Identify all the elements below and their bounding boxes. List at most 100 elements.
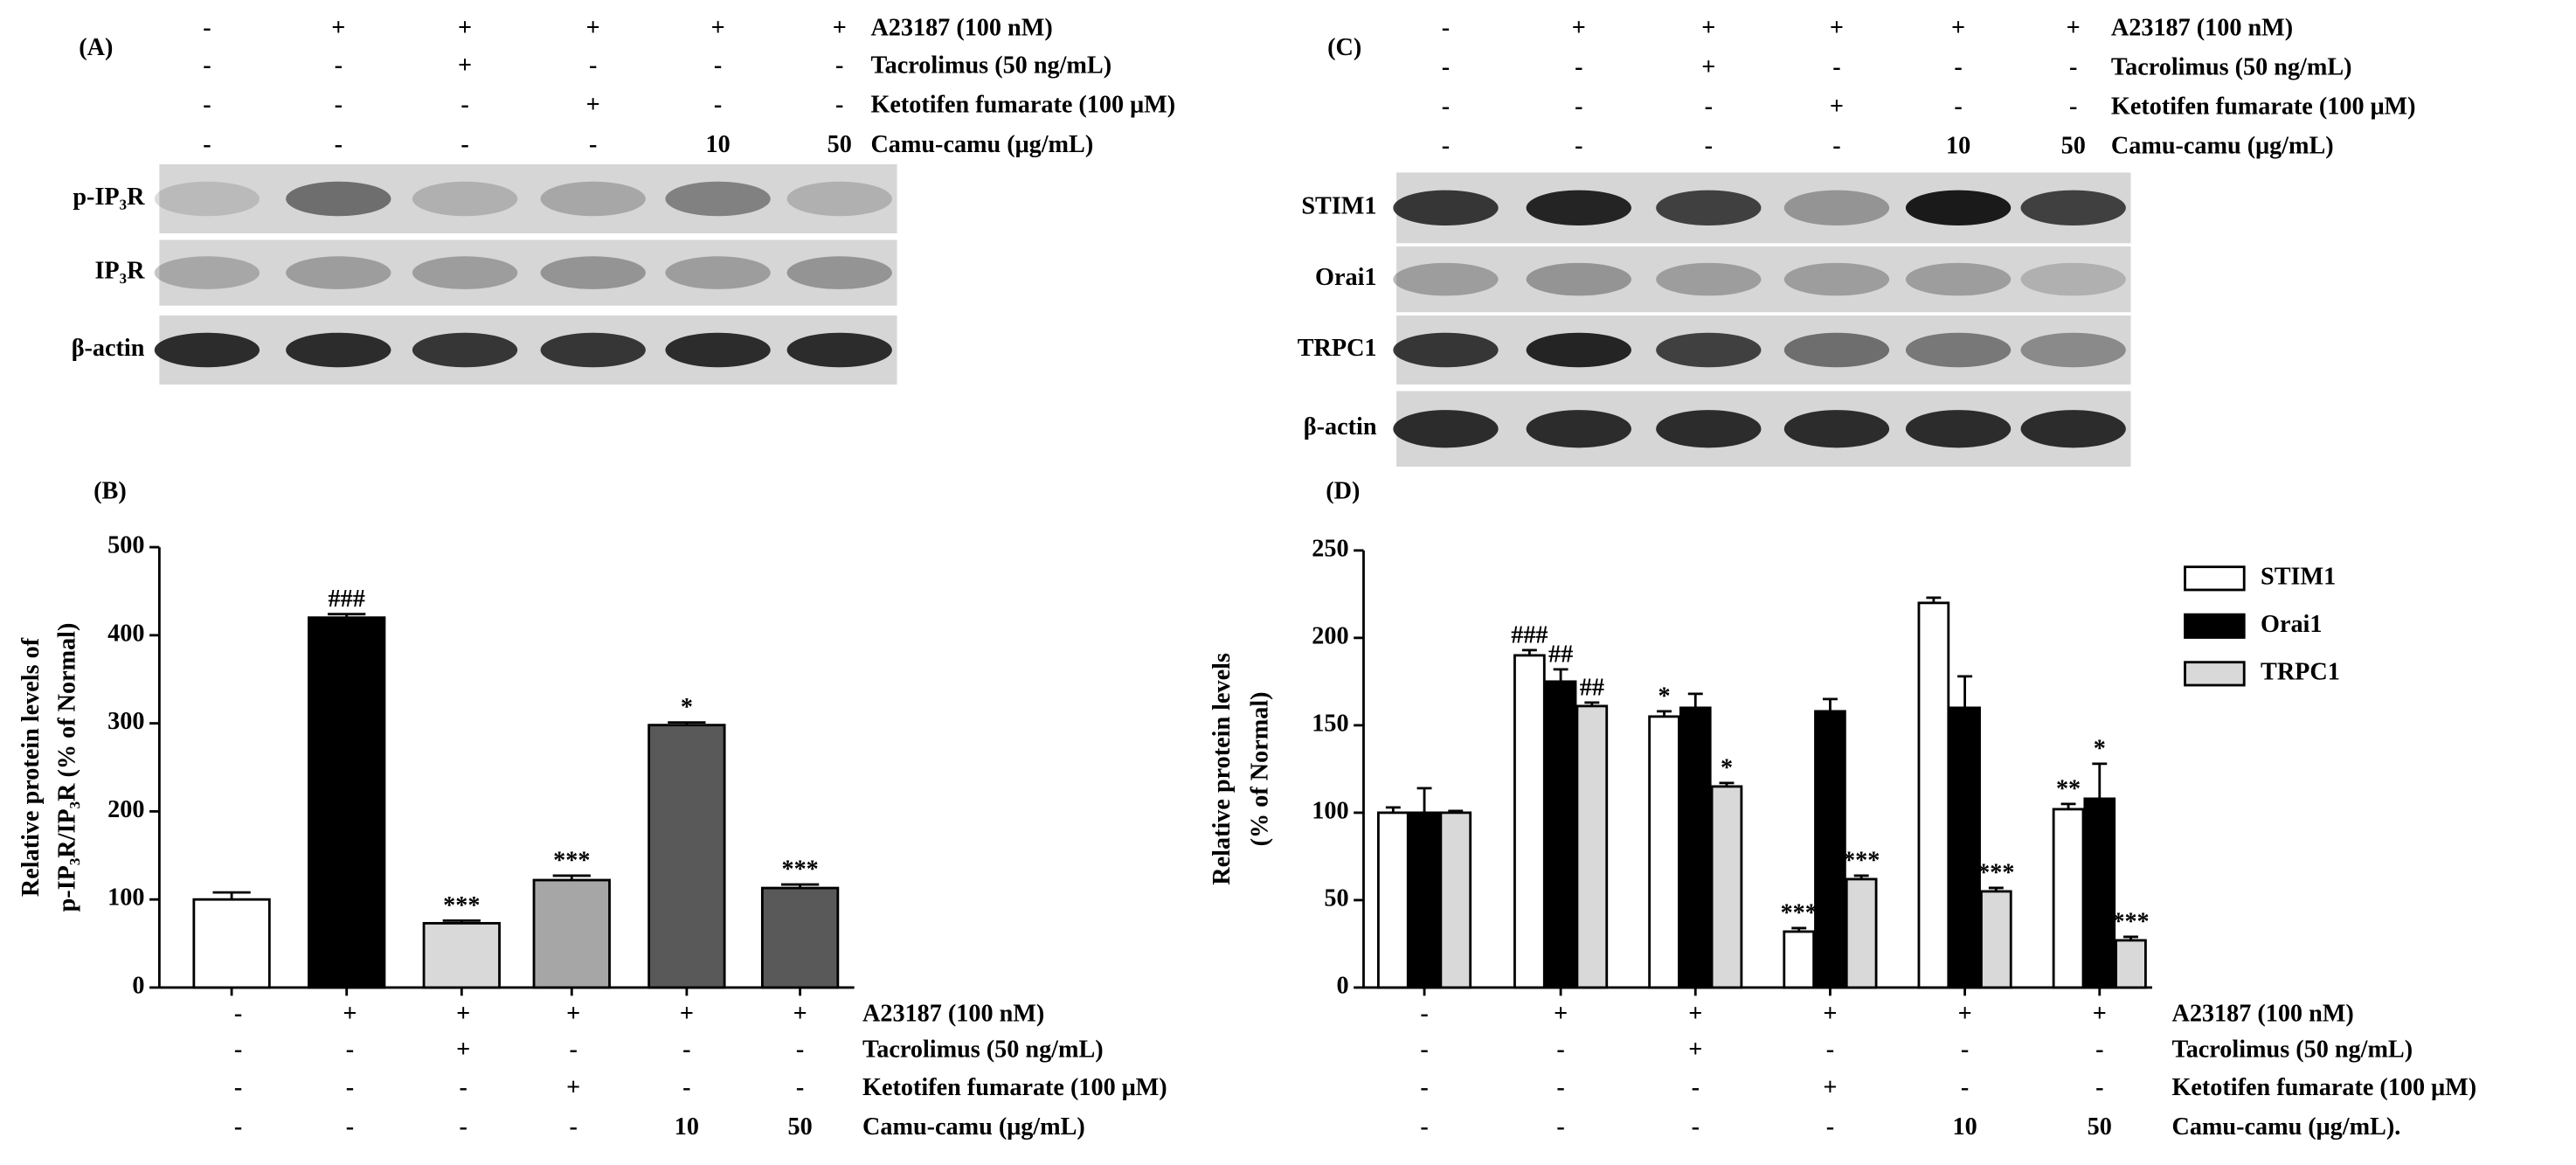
- blot-band: [412, 181, 518, 217]
- condition-value: -: [2095, 1037, 2103, 1064]
- blot-band: [412, 332, 518, 368]
- condition-value: +: [2067, 14, 2081, 41]
- condition-value: -: [796, 1037, 804, 1064]
- blot-strip: [1396, 172, 2131, 244]
- condition-value: -: [1442, 94, 1450, 121]
- significance-label: **: [2056, 775, 2081, 802]
- condition-value: +: [456, 1000, 470, 1027]
- blot-band: [1783, 332, 1890, 368]
- legend-label: Orai1: [2261, 611, 2322, 638]
- y-axis-label: (% of Normal): [1246, 691, 1273, 846]
- condition-value: -: [589, 52, 597, 80]
- blot-band: [1905, 332, 2012, 368]
- condition-value: -: [682, 1037, 690, 1064]
- y-tick-label: 400: [107, 620, 144, 647]
- condition-value: -: [1575, 94, 1582, 121]
- legend-label: STIM1: [2261, 563, 2336, 590]
- bar: [532, 878, 611, 989]
- condition-value: -: [714, 92, 722, 119]
- condition-value: +: [1554, 1000, 1568, 1027]
- condition-value: +: [1688, 1000, 1702, 1027]
- condition-value: -: [589, 131, 597, 158]
- condition-value: -: [1705, 133, 1713, 160]
- condition-value: -: [1832, 133, 1840, 160]
- condition-value: -: [335, 52, 343, 80]
- condition-value: 50: [2088, 1113, 2112, 1141]
- significance-label: ***: [1781, 899, 1818, 926]
- significance-label: ***: [1977, 859, 2014, 886]
- condition-value: +: [456, 1037, 470, 1064]
- band-label: β-actin: [1304, 413, 1377, 440]
- blot-band: [1393, 190, 1499, 226]
- blot-band: [412, 256, 518, 289]
- condition-value: -: [1420, 1113, 1428, 1141]
- condition-value: -: [1442, 53, 1450, 80]
- condition-name: Tacrolimus (50 ng/mL): [2111, 53, 2352, 80]
- condition-value: +: [833, 14, 847, 41]
- y-axis-label: Relative protein levels: [1208, 653, 1236, 885]
- condition-value: +: [1958, 1000, 1972, 1027]
- blot-strip: [159, 239, 897, 306]
- condition-value: +: [1830, 94, 1844, 121]
- condition-value: -: [569, 1037, 577, 1064]
- blot-band: [665, 181, 771, 217]
- condition-value: -: [459, 1113, 467, 1141]
- condition-value: +: [458, 52, 472, 80]
- condition-value: -: [459, 1074, 467, 1101]
- panel-label: (C): [1327, 34, 1361, 61]
- significance-label: ***: [781, 856, 818, 883]
- condition-name: Camu-camu (μg/mL): [870, 131, 1093, 158]
- bar: [1783, 930, 1816, 989]
- condition-value: -: [460, 131, 468, 158]
- condition-value: -: [835, 92, 843, 119]
- condition-value: -: [2069, 94, 2077, 121]
- blot-band: [1526, 332, 1631, 368]
- blot-band: [1656, 190, 1762, 226]
- bar: [1544, 680, 1577, 989]
- condition-value: 10: [675, 1113, 699, 1141]
- condition-value: -: [2095, 1074, 2103, 1101]
- condition-value: +: [1701, 14, 1715, 41]
- bar: [422, 921, 501, 989]
- condition-name: Tacrolimus (50 ng/mL): [862, 1037, 1104, 1064]
- condition-value: +: [586, 92, 600, 119]
- condition-value: -: [1442, 14, 1450, 41]
- condition-value: -: [835, 52, 843, 80]
- y-tick-label: 100: [107, 884, 144, 912]
- bar: [1679, 706, 1712, 989]
- condition-value: -: [203, 92, 211, 119]
- bar: [1710, 785, 1743, 989]
- band-label: STIM1: [1301, 192, 1376, 219]
- blot-band: [154, 332, 260, 368]
- condition-value: -: [1556, 1074, 1564, 1101]
- blot-band: [1526, 262, 1631, 296]
- condition-value: -: [1442, 133, 1450, 160]
- condition-name: Camu-camu (μg/mL): [862, 1113, 1085, 1141]
- significance-label: ###: [329, 586, 365, 613]
- condition-value: -: [234, 1037, 242, 1064]
- blot-band: [1393, 410, 1499, 448]
- bar: [1845, 877, 1878, 989]
- blot-strip: [1396, 246, 2131, 313]
- condition-value: -: [1575, 53, 1582, 80]
- condition-value: +: [566, 1000, 580, 1027]
- condition-value: -: [234, 1000, 242, 1027]
- condition-name: A23187 (100 nM): [862, 1000, 1044, 1027]
- condition-value: -: [346, 1113, 354, 1141]
- panel-label: (D): [1326, 478, 1360, 505]
- condition-name: Ketotifen fumarate (100 μM): [862, 1074, 1167, 1101]
- y-tick-label: 50: [1324, 884, 1348, 912]
- condition-value: -: [335, 92, 343, 119]
- condition-value: -: [335, 131, 343, 158]
- condition-value: 50: [2061, 133, 2086, 160]
- bar: [2115, 939, 2147, 989]
- blot-band: [1783, 190, 1890, 226]
- condition-value: +: [458, 14, 472, 41]
- blot-band: [1526, 190, 1631, 226]
- blot-strip: [1396, 315, 2131, 385]
- condition-value: 10: [1946, 133, 1970, 160]
- condition-value: +: [1572, 14, 1586, 41]
- legend-swatch: [2184, 661, 2246, 687]
- condition-value: +: [566, 1074, 580, 1101]
